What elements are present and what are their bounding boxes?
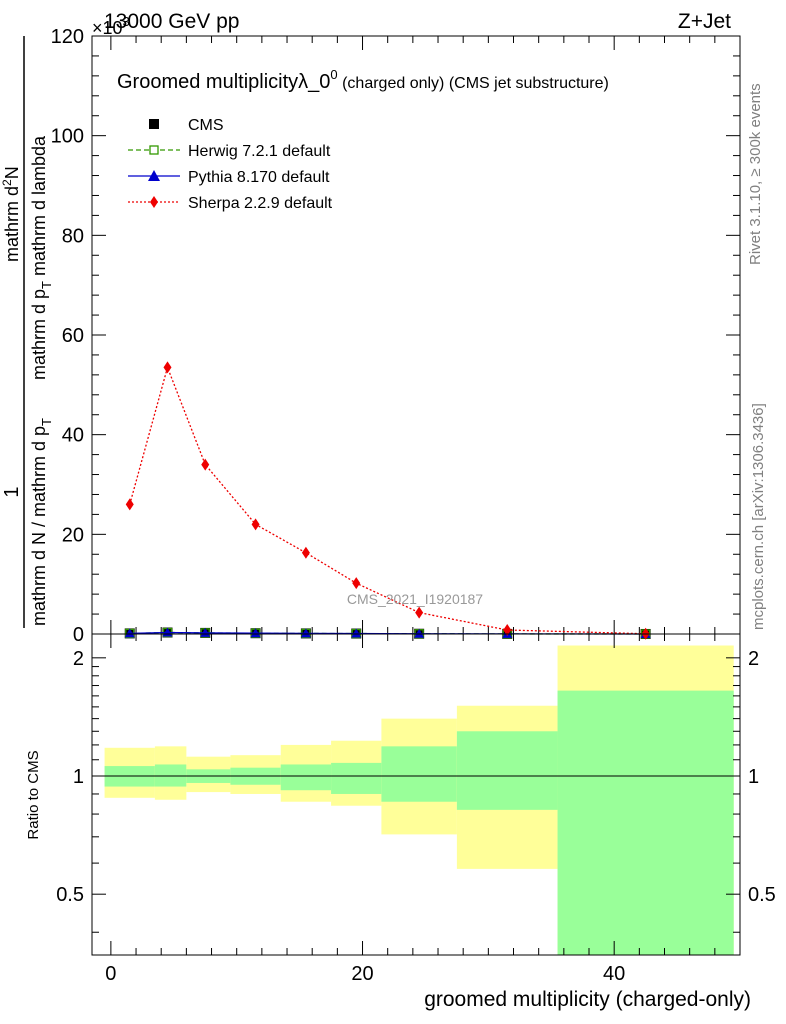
- sherpa-point: [125, 498, 134, 511]
- legend-label: Sherpa 2.2.9 default: [188, 195, 333, 212]
- main-ytick-label: 0: [73, 624, 84, 646]
- main-y-label: 1 mathrm d N / mathrm d pT mathrm d2N ma…: [0, 36, 54, 628]
- legend-cms-marker: [149, 119, 159, 129]
- ratio-ytick-label: 2: [73, 648, 84, 670]
- ratio-band-1sigma: [456, 731, 558, 810]
- analysis-watermark: CMS_2021_I1920187: [347, 591, 483, 607]
- energy-label: 13000 GeV pp: [104, 10, 239, 33]
- exponent-label: ×103: [92, 14, 130, 38]
- ylabel-num-bottom: mathrm d2N: [0, 166, 22, 262]
- ratio-xtick-label: 20: [351, 963, 373, 985]
- main-ytick-label: 60: [62, 325, 84, 347]
- main-ytick-label: 80: [62, 225, 84, 247]
- legend-sherpa-marker: [150, 196, 158, 208]
- main-ytick-label: 100: [51, 126, 84, 148]
- pythia-point: [250, 628, 261, 638]
- pythia-point: [300, 628, 311, 638]
- ratio-y-label: Ratio to CMS: [25, 750, 42, 839]
- legend: CMS Herwig 7.2.1 default Pythia 8.170 defa…: [128, 117, 333, 212]
- main-x-axis-ticks: [110, 36, 741, 634]
- ratio-ytick-label-right: 2: [748, 648, 759, 670]
- sherpa-point: [415, 606, 424, 619]
- plot-title: Groomed multiplicityλ_00 (charged only) …: [117, 67, 609, 93]
- ratio-xtick-label: 0: [105, 963, 116, 985]
- ratio-ytick-label: 0.5: [56, 884, 84, 906]
- pythia-point: [124, 628, 135, 638]
- legend-label: CMS: [188, 117, 224, 134]
- legend-label: Herwig 7.2.1 default: [188, 143, 331, 160]
- ratio-band-1sigma: [381, 746, 457, 802]
- sherpa-point: [503, 624, 512, 637]
- sherpa-point: [201, 458, 210, 471]
- ratio-plot-frame: [91, 633, 741, 956]
- ratio-band-1sigma: [280, 764, 332, 791]
- rivet-label: Rivet 3.1.10, ≥ 300k events: [747, 83, 764, 265]
- ratio-ytick-label-right: 0.5: [748, 884, 776, 906]
- legend-herwig-marker: [149, 145, 159, 155]
- main-ytick-label: 40: [62, 425, 84, 447]
- pythia-point: [414, 628, 425, 638]
- sherpa-point: [352, 577, 361, 590]
- process-label: Z+Jet: [678, 10, 731, 33]
- ratio-ytick-label: 1: [73, 766, 84, 788]
- x-axis-label: groomed multiplicity (charged-only): [424, 988, 751, 1011]
- ratio-y-axis: 0.5 0.5 1 1 2 2: [56, 648, 776, 933]
- sherpa-point: [163, 361, 172, 374]
- ratio-band-1sigma: [557, 690, 734, 955]
- ylabel-den-top: mathrm d N / mathrm d pT: [29, 418, 54, 626]
- ylabel-den-bottom: mathrm d pT mathrm d lambda: [29, 135, 54, 380]
- ratio-x-axis: 0 20 40: [105, 634, 741, 985]
- mcplots-label: mcplots.cern.ch [arXiv:1306.3436]: [750, 403, 767, 630]
- ylabel-num-top: 1: [1, 486, 23, 497]
- ratio-ytick-label-right: 1: [748, 766, 759, 788]
- main-ytick-label: 20: [62, 524, 84, 546]
- main-ytick-label: 120: [51, 26, 84, 48]
- ratio-bands: [104, 645, 734, 955]
- sherpa-line: [129, 365, 646, 635]
- pythia-point: [351, 628, 362, 638]
- ratio-xtick-label: 40: [603, 963, 625, 985]
- sherpa-point: [251, 518, 260, 531]
- sherpa-point: [301, 546, 310, 559]
- legend-pythia-marker: [148, 170, 160, 181]
- main-y-axis: 0 20 40 60 80 100 120: [51, 26, 740, 646]
- legend-label: Pythia 8.170 default: [188, 169, 330, 186]
- ratio-band-1sigma: [331, 762, 382, 794]
- pythia-point: [200, 627, 211, 637]
